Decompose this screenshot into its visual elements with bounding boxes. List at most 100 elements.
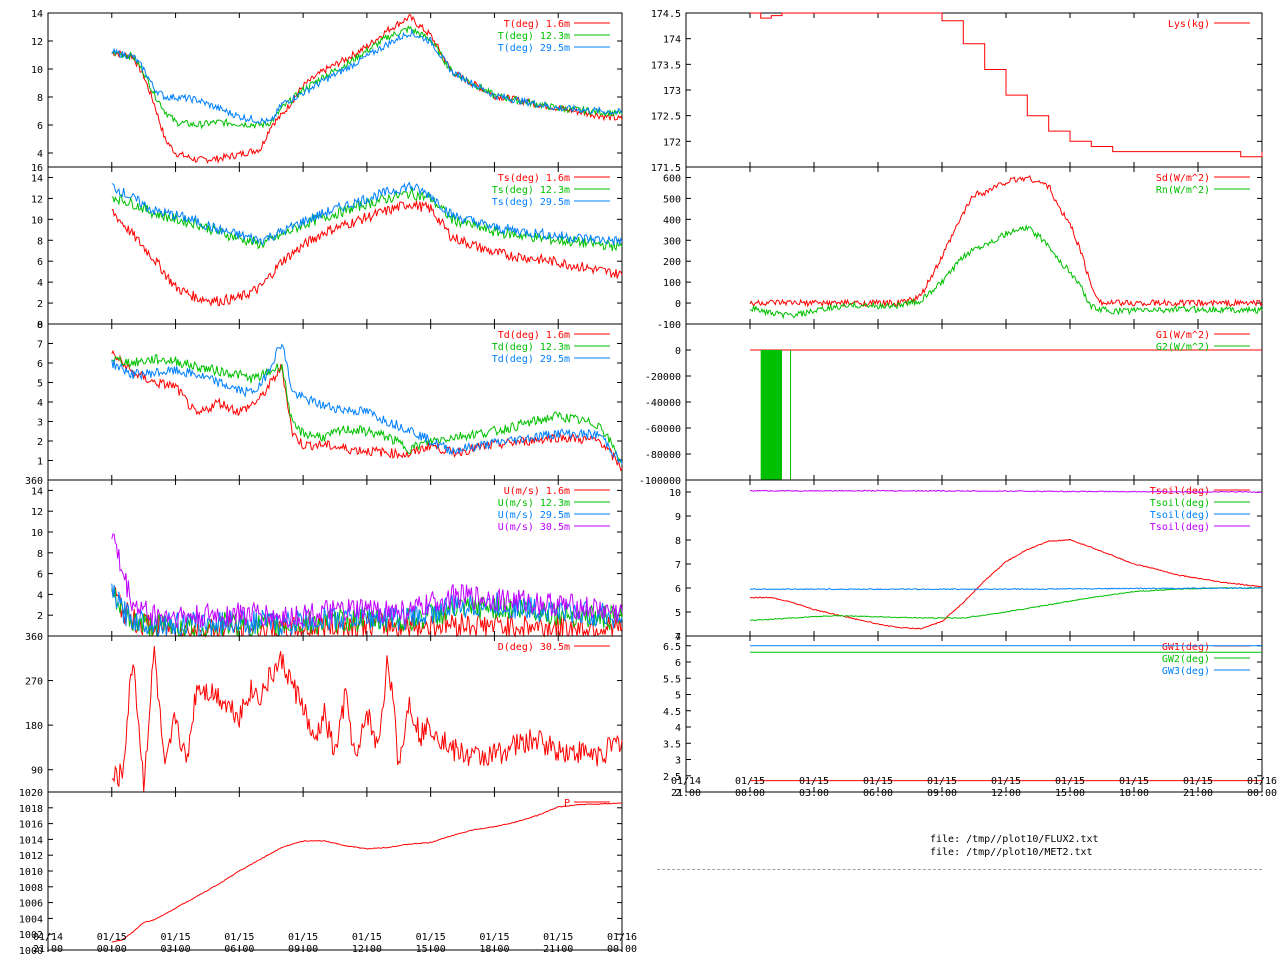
ytick-label-T: 8 — [37, 93, 43, 104]
xtick-label-time-right: 18:00 — [1119, 788, 1149, 799]
legend-U-1: U(m/s) 12.3m — [498, 498, 570, 509]
legend-T-2: T(deg) 29.5m — [498, 43, 570, 54]
ytick-label-Rad: 300 — [663, 236, 681, 247]
xtick-label-date-left: 01/15 — [416, 932, 446, 943]
ytick-label-G: -80000 — [645, 450, 681, 461]
ytick-label-P: 1008 — [19, 883, 43, 894]
ytick-label-D: 270 — [25, 677, 43, 688]
ytick-label-Rad: 200 — [663, 257, 681, 268]
ytick-label-GW: 4.5 — [663, 707, 681, 718]
xtick-label-date-right: 01/15 — [927, 776, 957, 787]
series-Td-2 — [111, 343, 623, 465]
ytick-label-G: -60000 — [645, 424, 681, 435]
ytick-label-T: 10 — [31, 65, 43, 76]
xtick-label-date-left: 01/15 — [97, 932, 127, 943]
ytick-label-P: 1010 — [19, 867, 43, 878]
legend-Td-1: Td(deg) 12.3m — [492, 342, 570, 353]
ytick-label-T: 4 — [37, 149, 43, 160]
legend-GW-1: GW2(deg) — [1162, 654, 1210, 665]
ytick-label-Ts: 0 — [37, 320, 43, 331]
ytick-label-Ts: 10 — [31, 215, 43, 226]
ytick-label-Ts: 4 — [37, 278, 43, 289]
ytick-label-U: 4 — [37, 590, 43, 601]
ytick-label-Tsoil: 8 — [675, 536, 681, 547]
legend-G-0: G1(W/m^2) — [1156, 330, 1210, 341]
ytick-label-T: 14 — [31, 9, 43, 20]
series-Ts-2 — [111, 181, 623, 246]
ytick-label-GW: 2 — [675, 788, 681, 799]
series-U-3 — [111, 533, 623, 629]
xtick-label-time-right: 15:00 — [1055, 788, 1085, 799]
legend-Ts-1: Ts(deg) 12.3m — [492, 185, 570, 196]
ytick-label-Rad: 500 — [663, 194, 681, 205]
ytick-label-GW: 3.5 — [663, 739, 681, 750]
legend-Lys-0: Lys(kg) — [1168, 19, 1210, 30]
xtick-label-time-left: 09:00 — [288, 944, 318, 955]
ytick-label-GW: 3 — [675, 756, 681, 767]
ytick-label-G: -40000 — [645, 398, 681, 409]
ytick-label-P: 1016 — [19, 820, 43, 831]
ytick-label-Rad: -100 — [657, 320, 681, 331]
legend-Tsoil-1: Tsoil(deg) — [1150, 498, 1210, 509]
ytick-label-P: 1012 — [19, 851, 43, 862]
ytick-label-P: 1018 — [19, 804, 43, 815]
series-Tsoil-2 — [749, 587, 1263, 591]
xtick-label-date-left: 01/15 — [543, 932, 573, 943]
series-Td-1 — [111, 353, 623, 463]
ytick-label-U: 10 — [31, 528, 43, 539]
xtick-label-date-left: 01/15 — [479, 932, 509, 943]
legend-G-1: G2(W/m^2) — [1156, 342, 1210, 353]
legend-Tsoil-3: Tsoil(deg) — [1150, 522, 1210, 533]
xtick-label-time-left: 21:00 — [543, 944, 573, 955]
series-G-1 — [760, 350, 782, 480]
ytick-label-G: 0 — [675, 346, 681, 357]
xtick-label-time-left: 03:00 — [161, 944, 191, 955]
xtick-label-time-left: 12:00 — [352, 944, 382, 955]
xtick-label-time-left: 21:00 — [33, 944, 63, 955]
xtick-label-date-right: 01/14 — [671, 776, 701, 787]
legend-GW-2: GW3(deg) — [1162, 666, 1210, 677]
ytick-bottom-label: 4 — [675, 632, 681, 643]
xtick-label-time-right: 06:00 — [863, 788, 893, 799]
xtick-label-date-right: 01/15 — [863, 776, 893, 787]
legend-Rad-1: Rn(W/m^2) — [1156, 185, 1210, 196]
legend-P-0: P — [564, 798, 570, 809]
ytick-label-GW: 2.5 — [663, 772, 681, 783]
file-met: file: /tmp//plot10/MET2.txt — [930, 847, 1093, 858]
ytick-label-P: 1000 — [19, 946, 43, 957]
ytick-label-GW: 6 — [675, 658, 681, 669]
ytick-label-Td: 6 — [37, 359, 43, 370]
ytick-label-Rad: 100 — [663, 278, 681, 289]
ytick-label-Td: 4 — [37, 398, 43, 409]
series-Lys-0 — [750, 12, 1263, 158]
series-P-0 — [111, 802, 622, 943]
ytick-label-Ts: 12 — [31, 194, 43, 205]
xtick-label-time-right: 21:00 — [671, 788, 701, 799]
ytick-label-Lys: 174 — [663, 35, 681, 46]
legend-Ts-0: Ts(deg) 1.6m — [498, 173, 570, 184]
ytick-label-T: 6 — [37, 121, 43, 132]
ytick-label-Lys: 172 — [663, 137, 681, 148]
xtick-label-time-right: 00:00 — [735, 788, 765, 799]
ytick-label-GW: 6.5 — [663, 642, 681, 653]
ytick-label-P: 1014 — [19, 835, 43, 846]
xtick-label-date-right: 01/16 — [1247, 776, 1277, 787]
series-U-2 — [111, 583, 623, 638]
ytick-label-GW: 4 — [675, 723, 681, 734]
ytick-label-Td: 1 — [37, 457, 43, 468]
xtick-label-time-left: 18:00 — [479, 944, 509, 955]
ytick-label-U: 8 — [37, 549, 43, 560]
ytick-label-P: 1006 — [19, 899, 43, 910]
ytick-label-GW: 5.5 — [663, 674, 681, 685]
xtick-label-time-right: 03:00 — [799, 788, 829, 799]
xtick-label-date-right: 01/15 — [1055, 776, 1085, 787]
xtick-label-date-left: 01/14 — [33, 932, 63, 943]
xtick-label-time-left: 15:00 — [416, 944, 446, 955]
legend-U-2: U(m/s) 29.5m — [498, 510, 570, 521]
ytick-top-label: 7 — [675, 632, 681, 643]
legend-Td-0: Td(deg) 1.6m — [498, 330, 570, 341]
ytick-bottom-label: 171.5 — [651, 163, 681, 174]
ytick-label-U: 6 — [37, 570, 43, 581]
ytick-label-Td: 3 — [37, 418, 43, 429]
